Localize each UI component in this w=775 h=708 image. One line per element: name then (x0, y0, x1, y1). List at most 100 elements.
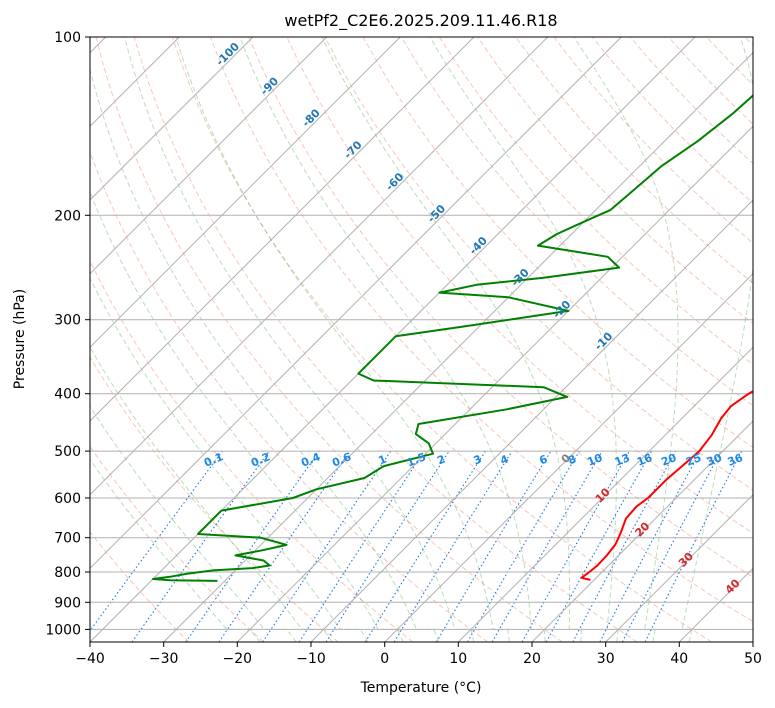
mixing-ratio-lines (90, 450, 743, 642)
isotherm (90, 37, 328, 275)
isotherm (310, 199, 753, 642)
mixing-ratio-label: 36 (726, 451, 745, 469)
mixing-ratio-line (621, 450, 722, 642)
dry-adiabat (90, 356, 339, 642)
y-tick-label: 100 (54, 30, 81, 46)
moist-adiabat (573, 37, 679, 642)
mixing-ratio-line (572, 450, 677, 642)
x-tick-label: 40 (670, 651, 688, 667)
mixing-ratio-line (521, 450, 630, 642)
mixing-ratio-label: 20 (659, 451, 678, 469)
mixing-ratio-line (644, 450, 743, 642)
isotherm-label: -60 (383, 170, 406, 193)
mixing-ratio-line (298, 450, 425, 642)
mixing-ratio-label: 4 (498, 452, 510, 467)
isotherm (752, 641, 753, 642)
moist-adiabat (175, 37, 510, 642)
y-tick-label: 500 (54, 444, 81, 460)
moist-adiabat (90, 277, 369, 642)
x-tick-label: 20 (523, 651, 541, 667)
isotherm-label: -10 (592, 330, 615, 353)
moist-adiabats (90, 37, 753, 642)
mixing-ratio-line (90, 450, 223, 632)
isotherm (457, 346, 753, 642)
chart-title: wetPf2_C2E6.2025.209.11.46.R18 (284, 11, 557, 31)
x-tick-label: −10 (296, 651, 326, 667)
isotherm (90, 37, 549, 496)
mixing-ratio-line (131, 450, 270, 642)
dry-adiabat (95, 37, 563, 642)
mixing-ratio-label: 10 (585, 451, 604, 469)
y-axis-label: Pressure (hPa) (12, 289, 28, 389)
moist-adiabat (90, 190, 404, 642)
x-tick-label: 50 (744, 651, 762, 667)
isotherm-label: -30 (509, 266, 532, 289)
mixing-ratio-label: 0.4 (299, 450, 322, 469)
dry-adiabat (90, 445, 264, 642)
moist-adiabat (124, 37, 475, 642)
isotherm-label: -80 (300, 106, 323, 129)
mixing-ratio-label: 1 (377, 452, 389, 467)
dewpoint-profile (152, 94, 753, 582)
isotherm-label: -100 (213, 40, 242, 69)
y-tick-label: 900 (54, 595, 81, 611)
isotherm (90, 37, 254, 201)
dry-adiabat (744, 37, 753, 47)
moist-adiabat (90, 458, 261, 642)
x-tick-label: 10 (449, 651, 467, 667)
y-tick-label: 400 (54, 387, 81, 403)
y-tick-label: 600 (54, 491, 81, 507)
isotherm (90, 37, 622, 570)
isotherm-label: 30 (676, 549, 696, 569)
x-axis-label: Temperature (°C) (360, 680, 482, 696)
mixing-ratio-line (467, 450, 580, 642)
isotherm (384, 272, 753, 642)
dry-adiabat (90, 531, 190, 642)
pressure-gridlines (90, 37, 753, 630)
dry-adiabat (133, 37, 638, 642)
moist-adiabat (681, 37, 753, 642)
y-tick-label: 200 (54, 208, 81, 224)
y-tick-label: 800 (54, 565, 81, 581)
mixing-ratio-label: 6 (537, 452, 549, 467)
x-tick-label: 30 (597, 651, 615, 667)
plot-frame (89, 36, 754, 643)
dry-adiabat (171, 37, 712, 642)
dry-adiabat (438, 37, 753, 366)
isotherm-label: 10 (593, 485, 613, 505)
mixing-ratio-label: 0.2 (249, 450, 272, 469)
profiles (152, 94, 753, 582)
isotherm-label: -50 (425, 202, 448, 225)
dry-adiabat (90, 150, 488, 642)
x-axis-ticks: −40 −30 −20 −10 0 10 20 30 40 50 (75, 642, 762, 667)
moist-adiabat (239, 37, 546, 642)
mixing-ratio-line (545, 450, 653, 642)
isotherm-label: -90 (258, 74, 281, 97)
mixing-ratio-label: 1.5 (405, 450, 428, 469)
isotherm-label: 20 (632, 519, 652, 539)
isotherm (163, 51, 753, 642)
temperature-profile (580, 390, 753, 581)
moist-adiabat (90, 346, 333, 642)
mixing-ratio-line (325, 450, 450, 642)
isotherm-label: -40 (467, 234, 490, 257)
moist-adiabat (90, 405, 297, 642)
moist-adiabat (429, 37, 619, 642)
mixing-ratio-label: 8 (566, 452, 578, 467)
isotherm (90, 37, 401, 349)
line-labels: 0.1 0.2 0.4 0.6 1 1.5 2 3 4 6 8 10 13 16 20 25 30 36-100-… (202, 40, 745, 597)
x-tick-label: −30 (149, 651, 179, 667)
isotherm-label: -20 (550, 298, 573, 321)
mixing-ratio-label: 2 (435, 452, 447, 467)
dry-adiabat (591, 37, 753, 204)
mixing-ratio-line (393, 450, 513, 642)
mixing-ratio-label: 25 (684, 451, 703, 469)
isotherm-label: -70 (341, 138, 364, 161)
x-tick-label: 0 (380, 651, 389, 667)
mixing-ratio-label: 16 (635, 451, 654, 469)
mixing-ratio-line (435, 450, 552, 642)
dry-adiabat (248, 37, 753, 578)
mixing-ratio-label: 30 (705, 451, 724, 469)
dry-adiabat (515, 37, 753, 284)
